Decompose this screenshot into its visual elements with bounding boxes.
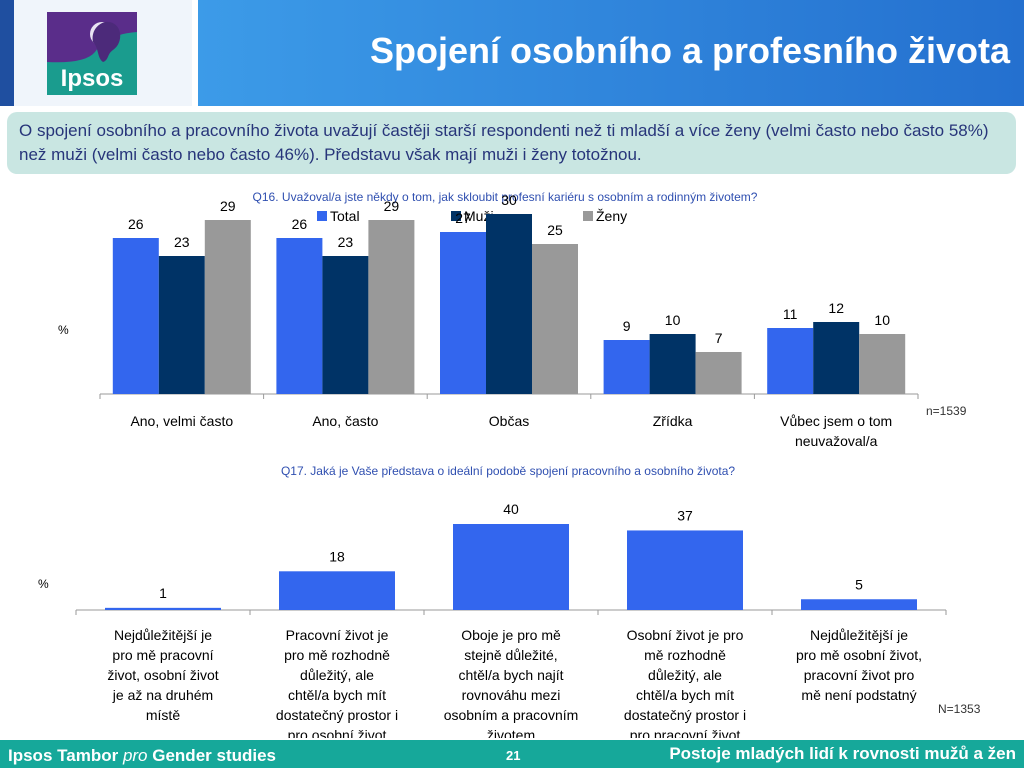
bar-zeny	[368, 220, 415, 394]
bar	[105, 607, 221, 610]
data-label: 25	[547, 222, 563, 238]
bar-muzi	[486, 214, 532, 394]
chart-q16: Q16. Uvažoval/a jste někdy o tom, jak sk…	[58, 190, 967, 449]
category-label: Zřídka	[653, 413, 693, 429]
chart-q17-marks: 1 Nejdůležitější je pro mě pracovní život, …	[75, 501, 947, 738]
logo-text: Ipsos	[61, 65, 124, 92]
bar-total	[767, 328, 814, 394]
chart-q17-note: N=1353	[938, 702, 981, 716]
chart-q17: Q17. Jaká je Vaše představa o ideální po…	[38, 464, 981, 738]
data-label: 9	[623, 318, 631, 334]
legend-swatch-total	[317, 211, 327, 221]
data-label: 5	[855, 576, 863, 592]
bar-zeny	[695, 352, 742, 394]
bar-muzi	[322, 256, 369, 394]
data-label: 40	[503, 501, 519, 517]
category-label: Ano, často	[312, 413, 378, 429]
bar-zeny	[859, 334, 906, 394]
chart-q16-marks: 26 23 29 Ano, velmi často 26 23 29 Ano, často 27…	[99, 192, 919, 449]
bar	[627, 530, 743, 610]
bar	[801, 599, 917, 610]
summary-callout: O spojení osobního a pracovního života u…	[7, 112, 1016, 174]
category-label: Občas	[489, 413, 529, 429]
header: Ipsos Spojení osobního a profesního živo…	[0, 0, 1024, 106]
data-label: 23	[174, 234, 190, 250]
chart-q16-title: Q16. Uvažoval/a jste někdy o tom, jak sk…	[253, 190, 758, 204]
chart-q16-note: n=1539	[926, 404, 967, 418]
category-label: Nejdůležitější je pro mě pracovní život, o…	[107, 627, 218, 723]
category-label: Vůbec jsem o tom neuvažoval/a	[780, 413, 892, 449]
logo-strip	[0, 0, 14, 106]
bar	[453, 524, 569, 610]
category-label: Nejdůležitější je pro mě osobní život, pra…	[796, 627, 922, 703]
category-label: Osobní život je pro mě rozhodně důležitý, …	[624, 627, 746, 738]
data-label: 29	[384, 198, 400, 214]
bar-total	[603, 340, 650, 394]
footer-pro: pro	[122, 746, 148, 765]
category-label: Oboje je pro mě stejně důležité, chtěl/a b…	[444, 627, 579, 738]
legend-swatch-muzi	[451, 211, 461, 221]
data-label: 30	[501, 192, 517, 208]
data-label: 26	[292, 216, 308, 232]
data-label: 37	[677, 507, 693, 523]
legend-label-zeny: Ženy	[596, 208, 627, 224]
data-label: 10	[874, 312, 890, 328]
data-label: 27	[455, 210, 471, 226]
title-bar: Spojení osobního a profesního života	[198, 0, 1024, 106]
data-label: 23	[338, 234, 354, 250]
chart-q16-ylabel: %	[58, 323, 69, 337]
footer-left: Ipsos Tambor pro Gender studies	[8, 746, 276, 766]
data-label: 1	[159, 585, 167, 601]
page-number: 21	[506, 748, 521, 763]
data-label: 26	[128, 216, 144, 232]
chart-q16-legend: Total Muži Ženy	[317, 208, 627, 224]
bar-total	[112, 238, 159, 394]
chart-q17-title: Q17. Jaká je Vaše představa o ideální po…	[281, 464, 735, 478]
data-label: 12	[828, 300, 844, 316]
data-label: 29	[220, 198, 236, 214]
legend-label-total: Total	[330, 208, 360, 224]
category-label: Pracovní život je pro mě rozhodně důležitý…	[276, 627, 398, 738]
chart-q17-ylabel: %	[38, 577, 49, 591]
data-label: 11	[783, 306, 798, 322]
data-label: 10	[665, 312, 681, 328]
bar-muzi	[158, 256, 205, 394]
bar-zeny	[204, 220, 251, 394]
footer-brand: Ipsos Tambor	[8, 746, 119, 765]
footer-right: Postoje mladých lidí k rovnosti mužů a ž…	[669, 744, 1016, 763]
page-title: Spojení osobního a profesního života	[369, 30, 1010, 71]
bar-total	[276, 238, 323, 394]
ipsos-logo: Ipsos	[47, 12, 137, 95]
bar-total	[440, 232, 486, 394]
data-label: 7	[715, 330, 723, 346]
bar-muzi	[813, 322, 860, 394]
bar-zeny	[532, 244, 578, 394]
bar	[279, 571, 395, 610]
footer-gender-studies: Gender studies	[152, 746, 277, 765]
category-label: Ano, velmi často	[130, 413, 233, 429]
logo-area: Ipsos	[0, 0, 192, 106]
footer: Ipsos Tambor pro Gender studies 21 Posto…	[0, 740, 1024, 768]
bar-muzi	[649, 334, 696, 394]
data-label: 18	[329, 548, 345, 564]
legend-swatch-zeny	[583, 211, 593, 221]
